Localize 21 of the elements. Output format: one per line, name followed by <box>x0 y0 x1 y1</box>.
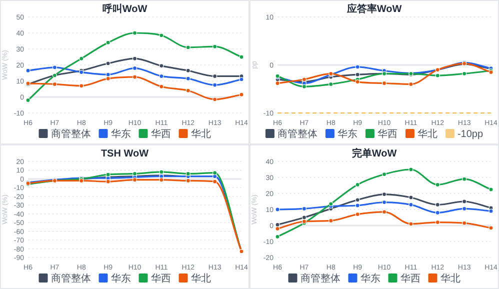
legend-label: 华西 <box>400 272 420 284</box>
chart-title: 应答率WoW <box>346 3 402 15</box>
chart-title: 呼叫WoW <box>102 3 148 15</box>
legend-label: 华东 <box>360 272 380 284</box>
legend-label: 华西 <box>150 128 171 140</box>
legend-label: 华北 <box>190 128 211 140</box>
legend-label: 商管整体 <box>277 128 318 140</box>
legend-label: 华东 <box>337 128 358 140</box>
legend-label: 华北 <box>440 272 460 284</box>
legend-label: 华东 <box>110 128 131 140</box>
legend-label: 华北 <box>190 272 211 284</box>
legend-label: 商管整体 <box>50 128 91 140</box>
legend-label: 华北 <box>417 128 438 140</box>
legend-label: 商管整体 <box>300 272 340 284</box>
legend-label: 华西 <box>377 128 398 140</box>
legend-label: -10pp <box>457 129 484 140</box>
chart-title: TSH WoW <box>100 148 150 160</box>
legend-label: 华东 <box>110 272 131 284</box>
legend-label: 华西 <box>150 272 171 284</box>
chart-title: 完单WoW <box>352 148 398 160</box>
legend-label: 商管整体 <box>50 272 91 284</box>
